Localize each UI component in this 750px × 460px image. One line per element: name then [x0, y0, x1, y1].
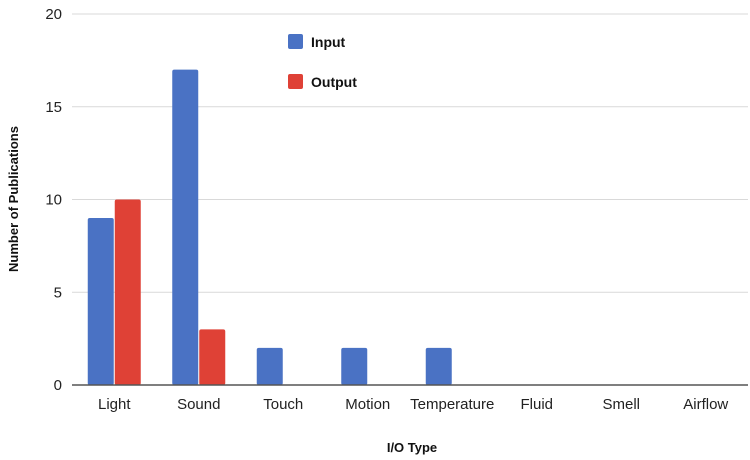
x-tick-label: Touch [263, 396, 303, 413]
x-tick-label: Fluid [520, 396, 553, 413]
bar-input-temperature [425, 347, 452, 385]
x-tick-label: Airflow [683, 396, 728, 413]
x-tick-label: Light [98, 396, 131, 413]
bar-input-motion [341, 347, 368, 385]
y-tick-label: 5 [54, 284, 62, 301]
bar-input-light [87, 218, 114, 385]
x-tick-label: Temperature [410, 396, 494, 413]
bars [87, 69, 452, 386]
y-tick-label: 20 [45, 6, 62, 23]
legend-label-input: Input [311, 34, 346, 50]
bar-output-sound [199, 329, 226, 385]
y-tick-label: 0 [54, 377, 62, 394]
legend-label-output: Output [311, 74, 357, 90]
y-tick-label: 15 [45, 99, 62, 116]
legend-swatch-input [288, 34, 303, 49]
legend-swatch-output [288, 74, 303, 89]
bar-output-light [114, 199, 141, 385]
x-tick-label: Motion [345, 396, 390, 413]
y-axis-ticks: 0 5 10 15 20 [45, 6, 62, 394]
x-axis-ticks: Light Sound Touch Motion Temperature Fluid Sme… [98, 396, 728, 413]
bar-input-sound [172, 69, 199, 386]
x-tick-label: Smell [602, 396, 640, 413]
legend: Input Output [288, 34, 357, 90]
x-tick-label: Sound [177, 396, 220, 413]
bar-input-touch [256, 347, 283, 385]
y-tick-label: 10 [45, 192, 62, 209]
x-axis-title: I/O Type [387, 440, 437, 455]
y-axis-title: Number of Publications [6, 126, 21, 272]
